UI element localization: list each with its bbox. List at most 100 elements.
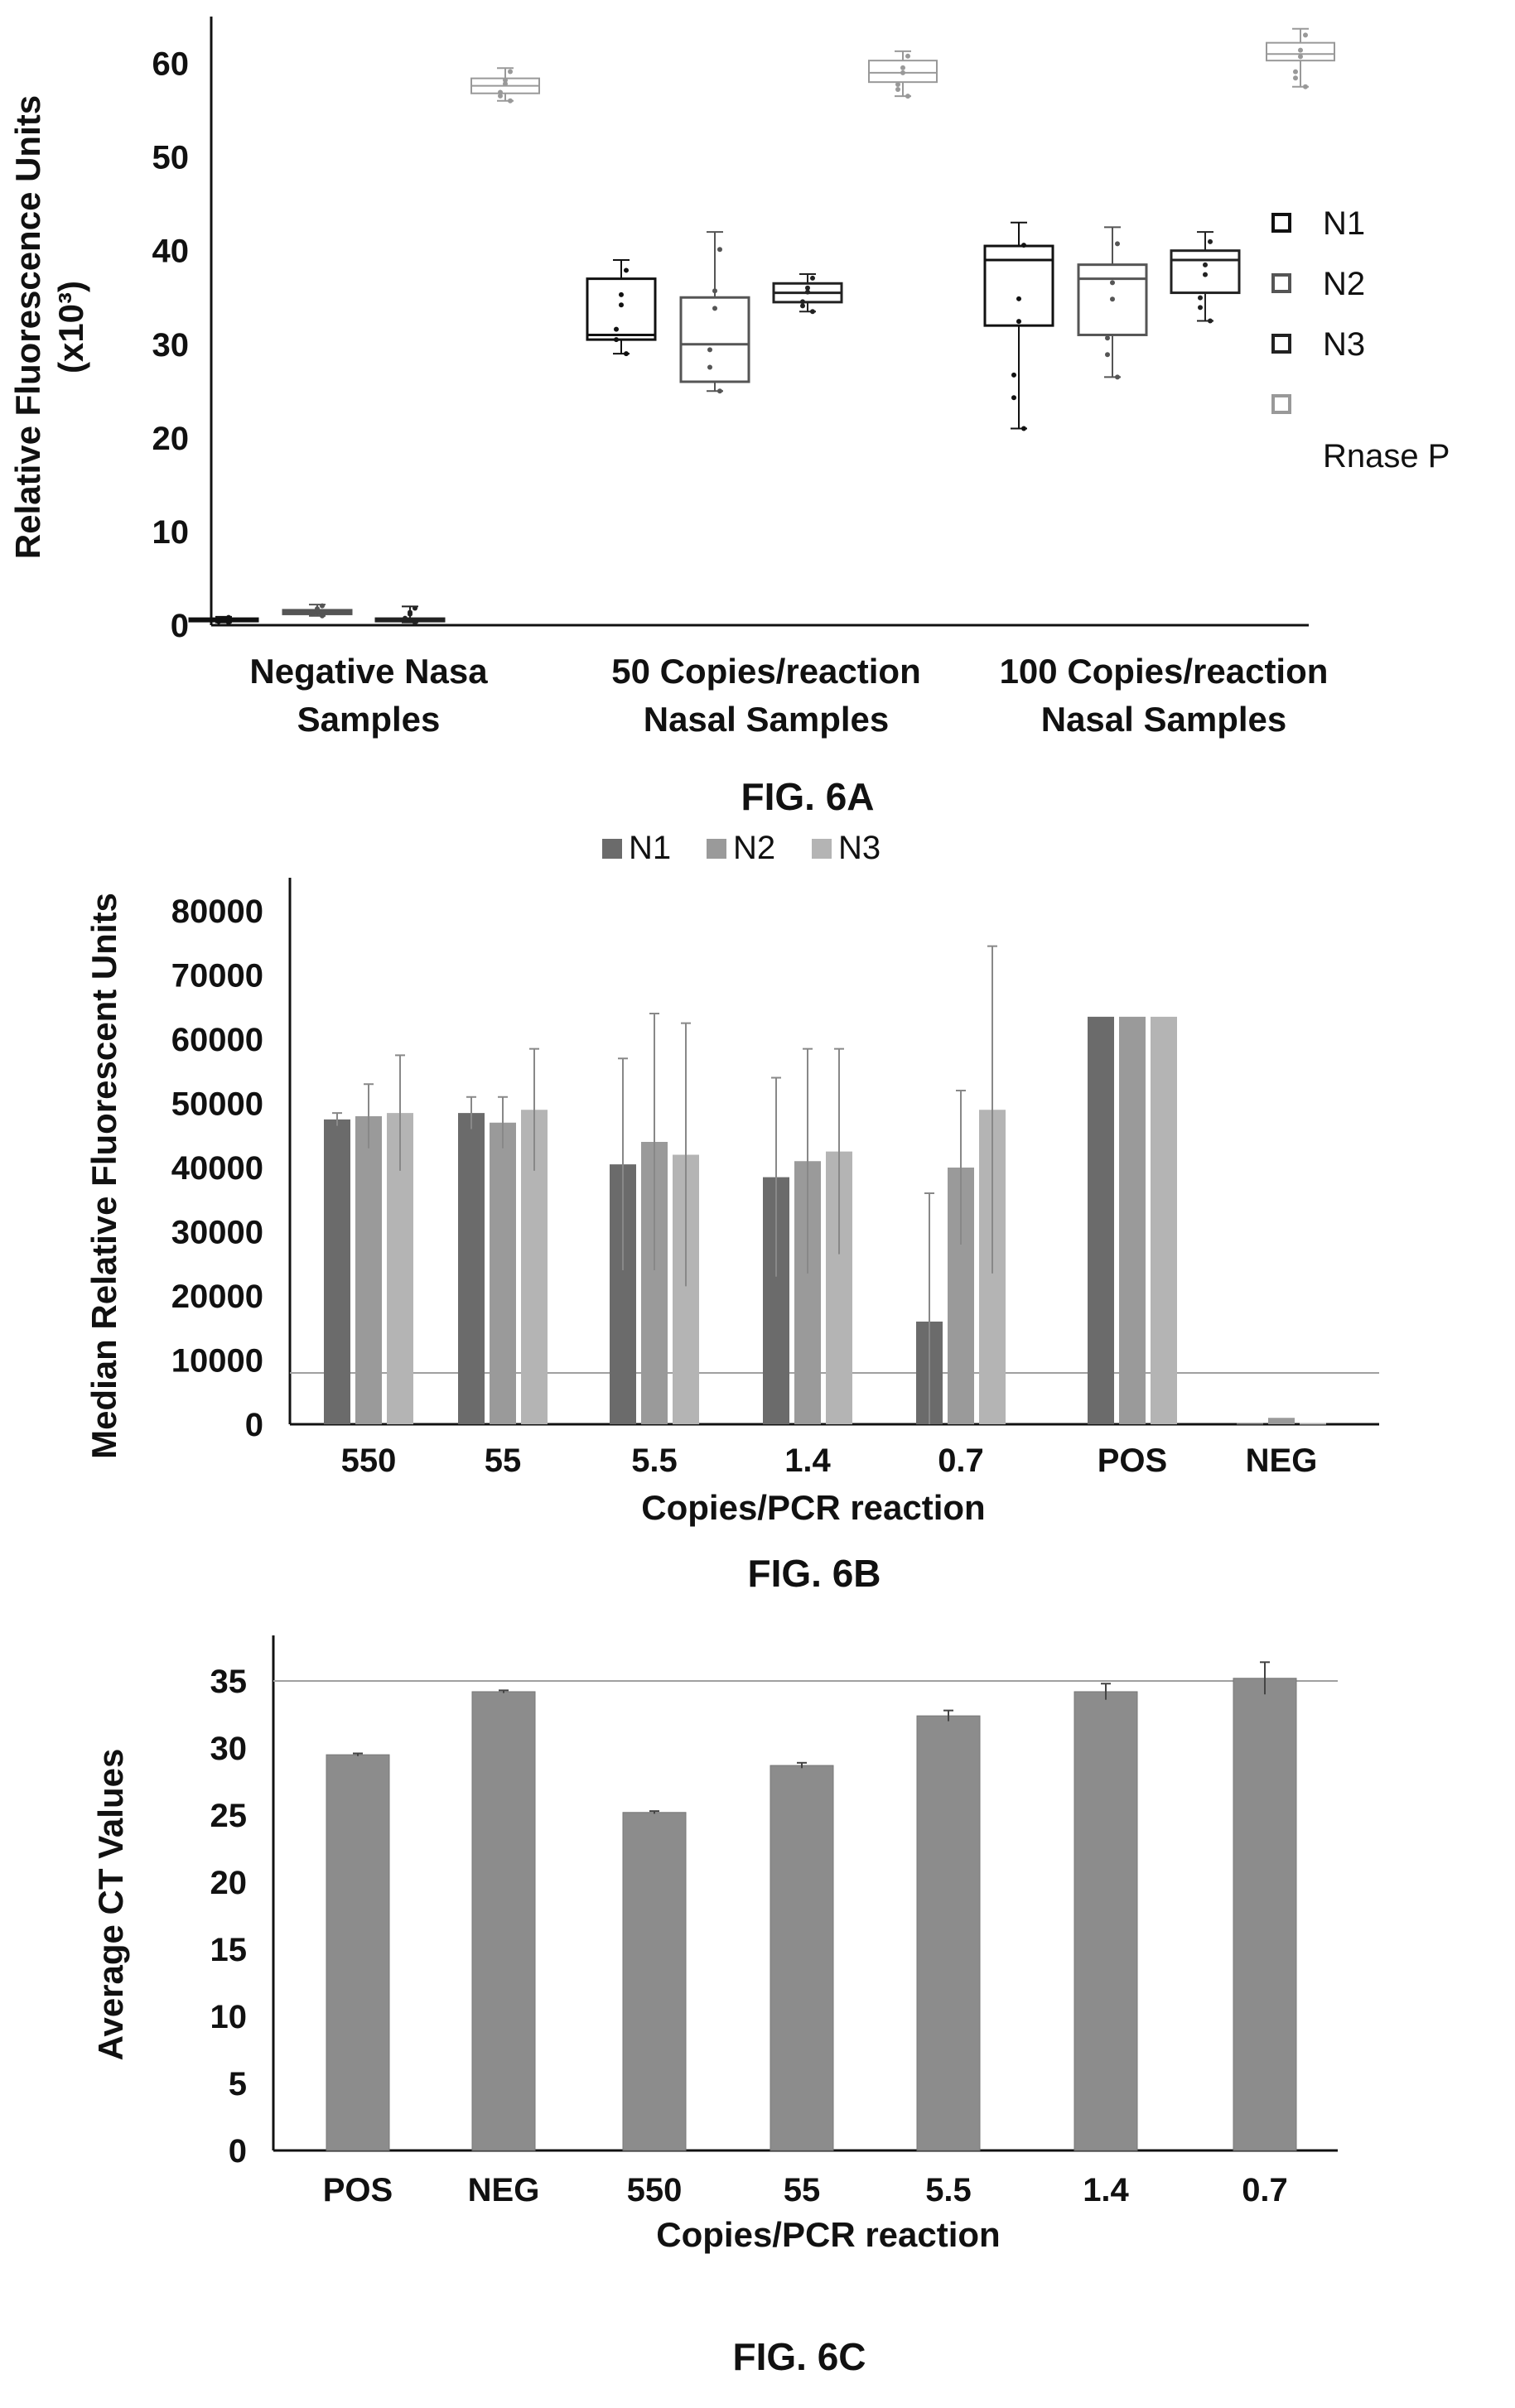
fig6a-sample-point [1203, 272, 1208, 277]
fig6a-sample-point [503, 81, 508, 87]
fig6a-legend-label: Rnase P [1323, 438, 1450, 474]
fig6a-sample-point [403, 615, 408, 621]
fig6a-sample-point [800, 299, 805, 305]
fig6a-legend-label: N3 [1323, 326, 1365, 363]
fig6a-sample-point [717, 388, 722, 394]
fig6a-sample-point [624, 267, 629, 273]
fig6a-box-n1 [983, 221, 1054, 431]
fig6b-y-tick-label: 60000 [171, 1022, 263, 1058]
fig6a-box-n2 [679, 231, 750, 394]
fig6a-box-n3 [374, 605, 446, 625]
fig6c-bar [471, 1691, 536, 2151]
fig6b-y-tick-label: 30000 [171, 1215, 263, 1251]
fig6a-sample-point [1293, 75, 1298, 81]
fig6a-box-rnase-p [1266, 27, 1335, 89]
fig6a-sample-point [1208, 238, 1213, 244]
fig-6b-chart: 0 10000 20000 30000 40000 50000 60000 70000 8000… [84, 830, 1379, 1595]
fig6a-box-n3 [1170, 231, 1241, 324]
fig6a-y-tick-label: 50 [152, 140, 190, 176]
fig6b-x-tick-label: 55 [485, 1442, 522, 1479]
fig6a-sample-point [1303, 32, 1308, 38]
fig6c-bar [326, 1754, 390, 2151]
fig6a-legend-swatch [1271, 334, 1291, 354]
fig6a-sample-point [895, 82, 900, 88]
fig6a-sample-point [614, 326, 619, 332]
fig6a-sample-point [408, 609, 413, 615]
fig6b-bar-n2 [355, 1116, 382, 1424]
fig6a-sample-point [216, 618, 221, 624]
fig6a-sample-point [1110, 280, 1115, 286]
fig6a-sample-point [1115, 374, 1120, 380]
fig6c-y-tick-label: 0 [229, 2133, 247, 2170]
fig6a-box-iqr [586, 277, 657, 341]
fig6b-bar-n1 [1088, 1016, 1114, 1424]
fig6b-bar-n1 [1237, 1423, 1263, 1425]
fig6a-sample-point [1105, 352, 1110, 358]
fig6a-sample-point [508, 98, 513, 104]
fig6c-x-tick-label: POS [323, 2172, 393, 2208]
fig6a-sample-point [895, 86, 900, 92]
fig6c-y-tick-label: 5 [229, 2066, 247, 2102]
fig6b-y-tick-label: 50000 [171, 1086, 263, 1123]
fig6a-box-n3 [772, 272, 843, 315]
fig6a-box-n2 [1077, 226, 1148, 380]
fig6c-x-tick-label: 5.5 [925, 2172, 972, 2208]
fig6a-y-tick-label: 60 [152, 46, 190, 83]
fig6b-legend-label: N2 [733, 830, 775, 866]
fig6a-sample-point [707, 347, 712, 353]
fig6a-sample-point [1011, 395, 1016, 401]
fig6a-box-n1 [586, 259, 657, 357]
fig6a-sample-point [1303, 84, 1308, 89]
fig6a-box-n2 [282, 603, 353, 619]
fig6a-y-tick-label: 40 [152, 234, 190, 270]
fig6a-y-tick-label: 30 [152, 327, 190, 364]
fig6a-sample-point [717, 247, 722, 253]
fig6a-sample-point [707, 364, 712, 370]
fig6b-x-tick-label: 1.4 [784, 1442, 831, 1479]
fig6b-legend-label: N1 [629, 830, 671, 866]
fig6b-x-tick-label: 550 [341, 1442, 397, 1479]
fig6a-sample-point [226, 619, 231, 625]
fig6a-sample-point [1021, 426, 1026, 431]
fig6b-legend-swatch [707, 839, 726, 859]
fig6c-y-tick-label: 20 [210, 1865, 248, 1901]
fig6a-box-rnase-p [868, 50, 938, 99]
fig6a-sample-point [712, 288, 717, 294]
fig6a-sample-point [805, 289, 810, 295]
fig6c-y-tick-label: 25 [210, 1798, 248, 1834]
fig6a-sample-point [498, 89, 503, 95]
fig6b-x-axis-label: Copies/PCR reaction [641, 1488, 985, 1527]
fig6a-sample-point [619, 291, 624, 297]
fig6a-legend-swatch [1271, 213, 1291, 233]
fig6a-box-iqr [983, 244, 1054, 327]
fig6b-legend-swatch [602, 839, 622, 859]
fig6a-sample-point [1011, 372, 1016, 378]
fig6c-x-tick-label: 550 [627, 2172, 683, 2208]
fig6a-legend-swatch [1271, 273, 1291, 293]
fig6a-x-tick-label: Negative Nasa [249, 652, 488, 691]
fig6c-figure-label: FIG. 6C [732, 2335, 866, 2378]
fig6b-bar-n2 [490, 1122, 516, 1424]
fig6b-y-tick-label: 20000 [171, 1279, 263, 1315]
fig6b-bar-n2 [1119, 1016, 1146, 1424]
fig6a-sample-point [503, 77, 508, 83]
fig6c-y-tick-label: 15 [210, 1932, 248, 1968]
fig6a-sample-point [315, 606, 320, 612]
fig-6c-chart: 0 5 10 15 20 25 30 35 POS NEG 550 55 5.5 1.4 0.7 Aver… [91, 1635, 1338, 2378]
fig6a-sample-point [624, 351, 629, 357]
fig6a-sample-point [1298, 54, 1303, 60]
fig6b-x-tick-label: 0.7 [938, 1442, 984, 1479]
fig6a-sample-point [320, 613, 325, 619]
fig6c-y-tick-label: 35 [210, 1664, 248, 1700]
fig6a-sample-point [619, 302, 624, 308]
fig6a-sample-point [900, 70, 905, 75]
fig6a-sample-point [810, 275, 815, 281]
fig6b-y-tick-label: 80000 [171, 893, 263, 930]
fig6b-bar-n3 [1300, 1423, 1326, 1425]
fig6a-sample-point [805, 285, 810, 291]
fig6a-sample-point [226, 614, 231, 620]
fig6a-sample-point [614, 337, 619, 343]
fig6b-bar-n1 [324, 1119, 350, 1424]
fig6a-sample-point [900, 65, 905, 70]
fig6c-x-tick-label: NEG [468, 2172, 540, 2208]
